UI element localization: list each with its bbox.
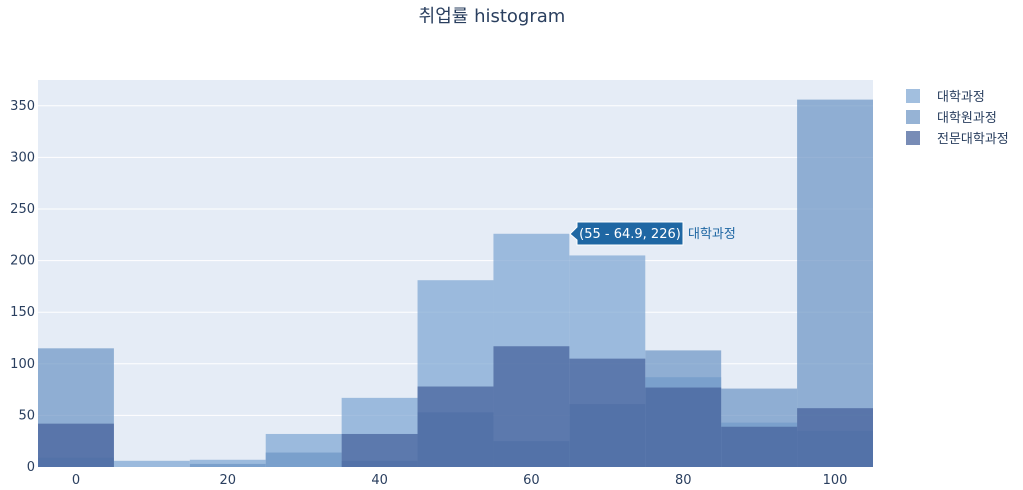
- y-tick-label: 250: [10, 202, 35, 217]
- legend-label[interactable]: 전문대학과정: [937, 132, 1009, 147]
- legend-swatch[interactable]: [906, 89, 920, 103]
- x-tick-label: 40: [371, 473, 388, 488]
- y-tick-label: 0: [27, 460, 35, 475]
- hover-label-box: [569, 221, 684, 246]
- x-tick-label: 20: [219, 473, 236, 488]
- hover-label: (55 - 64.9, 226): [579, 227, 681, 242]
- y-tick-label: 350: [10, 99, 35, 114]
- y-tick-label: 300: [10, 150, 35, 165]
- y-tick-label: 200: [10, 254, 35, 269]
- y-tick-label: 50: [18, 408, 35, 423]
- x-tick-label: 100: [823, 473, 848, 488]
- legend-label[interactable]: 대학원과정: [937, 111, 997, 126]
- bar-3-9[interactable]: [645, 387, 722, 467]
- x-tick-label: 0: [72, 473, 80, 488]
- bar-2-4[interactable]: [265, 452, 342, 467]
- bar-1-2[interactable]: [113, 460, 190, 467]
- bars: [38, 99, 873, 467]
- bar-3-11[interactable]: [797, 408, 873, 467]
- y-tick-label: 150: [10, 305, 35, 320]
- bar-3-6[interactable]: [417, 386, 494, 467]
- bar-3-1[interactable]: [38, 423, 114, 467]
- legend-label[interactable]: 대학과정: [937, 90, 985, 105]
- bar-3-7[interactable]: [493, 346, 570, 467]
- bar-3-10[interactable]: [721, 426, 798, 467]
- bar-2-3[interactable]: [189, 463, 266, 467]
- legend-swatch[interactable]: [906, 110, 920, 124]
- bar-1-3[interactable]: [189, 459, 266, 467]
- legend-swatch[interactable]: [906, 131, 920, 145]
- bar-3-8[interactable]: [569, 358, 646, 467]
- x-tick-label: 60: [523, 473, 540, 488]
- y-axis: 0 50 100 150 200 250 300 350: [10, 99, 35, 475]
- x-axis: 0 20 40 60 80 100: [72, 473, 848, 488]
- hover-series-name: 대학과정: [688, 227, 736, 242]
- x-tick-label: 80: [675, 473, 692, 488]
- hover-tooltip: (55 - 64.9, 226) 대학과정: [569, 221, 736, 246]
- bar-3-5[interactable]: [341, 433, 418, 467]
- y-tick-label: 100: [10, 357, 35, 372]
- bar-2-11[interactable]: [797, 99, 873, 467]
- chart-title: 취업률 histogram: [419, 6, 566, 27]
